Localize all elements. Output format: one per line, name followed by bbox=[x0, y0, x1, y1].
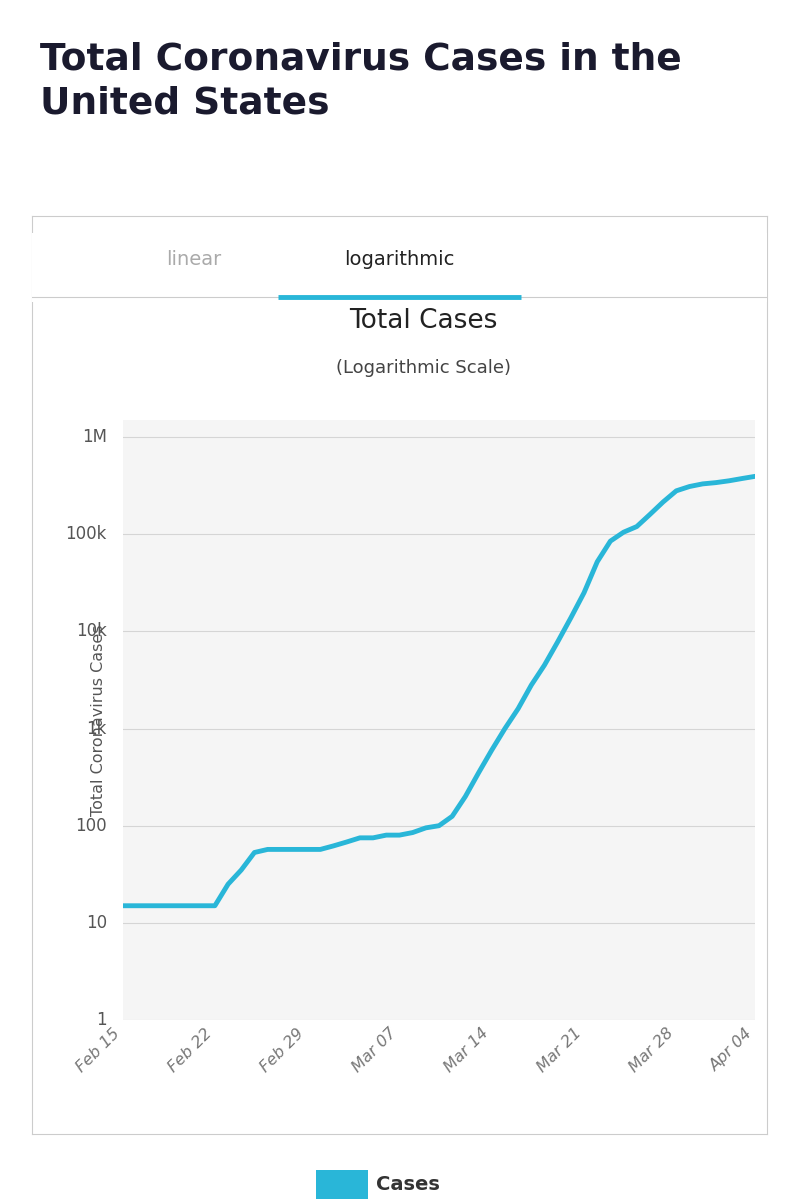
Text: 1M: 1M bbox=[81, 428, 107, 446]
Text: ◀: ◀ bbox=[317, 1175, 332, 1194]
Text: 1k: 1k bbox=[86, 720, 107, 738]
Text: 100: 100 bbox=[75, 817, 107, 835]
Text: (Logarithmic Scale): (Logarithmic Scale) bbox=[335, 359, 511, 377]
Text: Total Coronavirus Cases in the
United States: Total Coronavirus Cases in the United St… bbox=[40, 42, 681, 121]
Text: 10: 10 bbox=[85, 914, 107, 932]
Text: 10k: 10k bbox=[76, 623, 107, 641]
Text: linear: linear bbox=[166, 250, 221, 269]
Text: Total Cases: Total Cases bbox=[349, 308, 498, 335]
Y-axis label: Total Coronavirus Cases: Total Coronavirus Cases bbox=[91, 624, 106, 816]
Text: Cases: Cases bbox=[376, 1175, 440, 1194]
Text: 100k: 100k bbox=[66, 526, 107, 544]
Text: 1: 1 bbox=[97, 1010, 107, 1028]
Text: logarithmic: logarithmic bbox=[344, 250, 455, 269]
